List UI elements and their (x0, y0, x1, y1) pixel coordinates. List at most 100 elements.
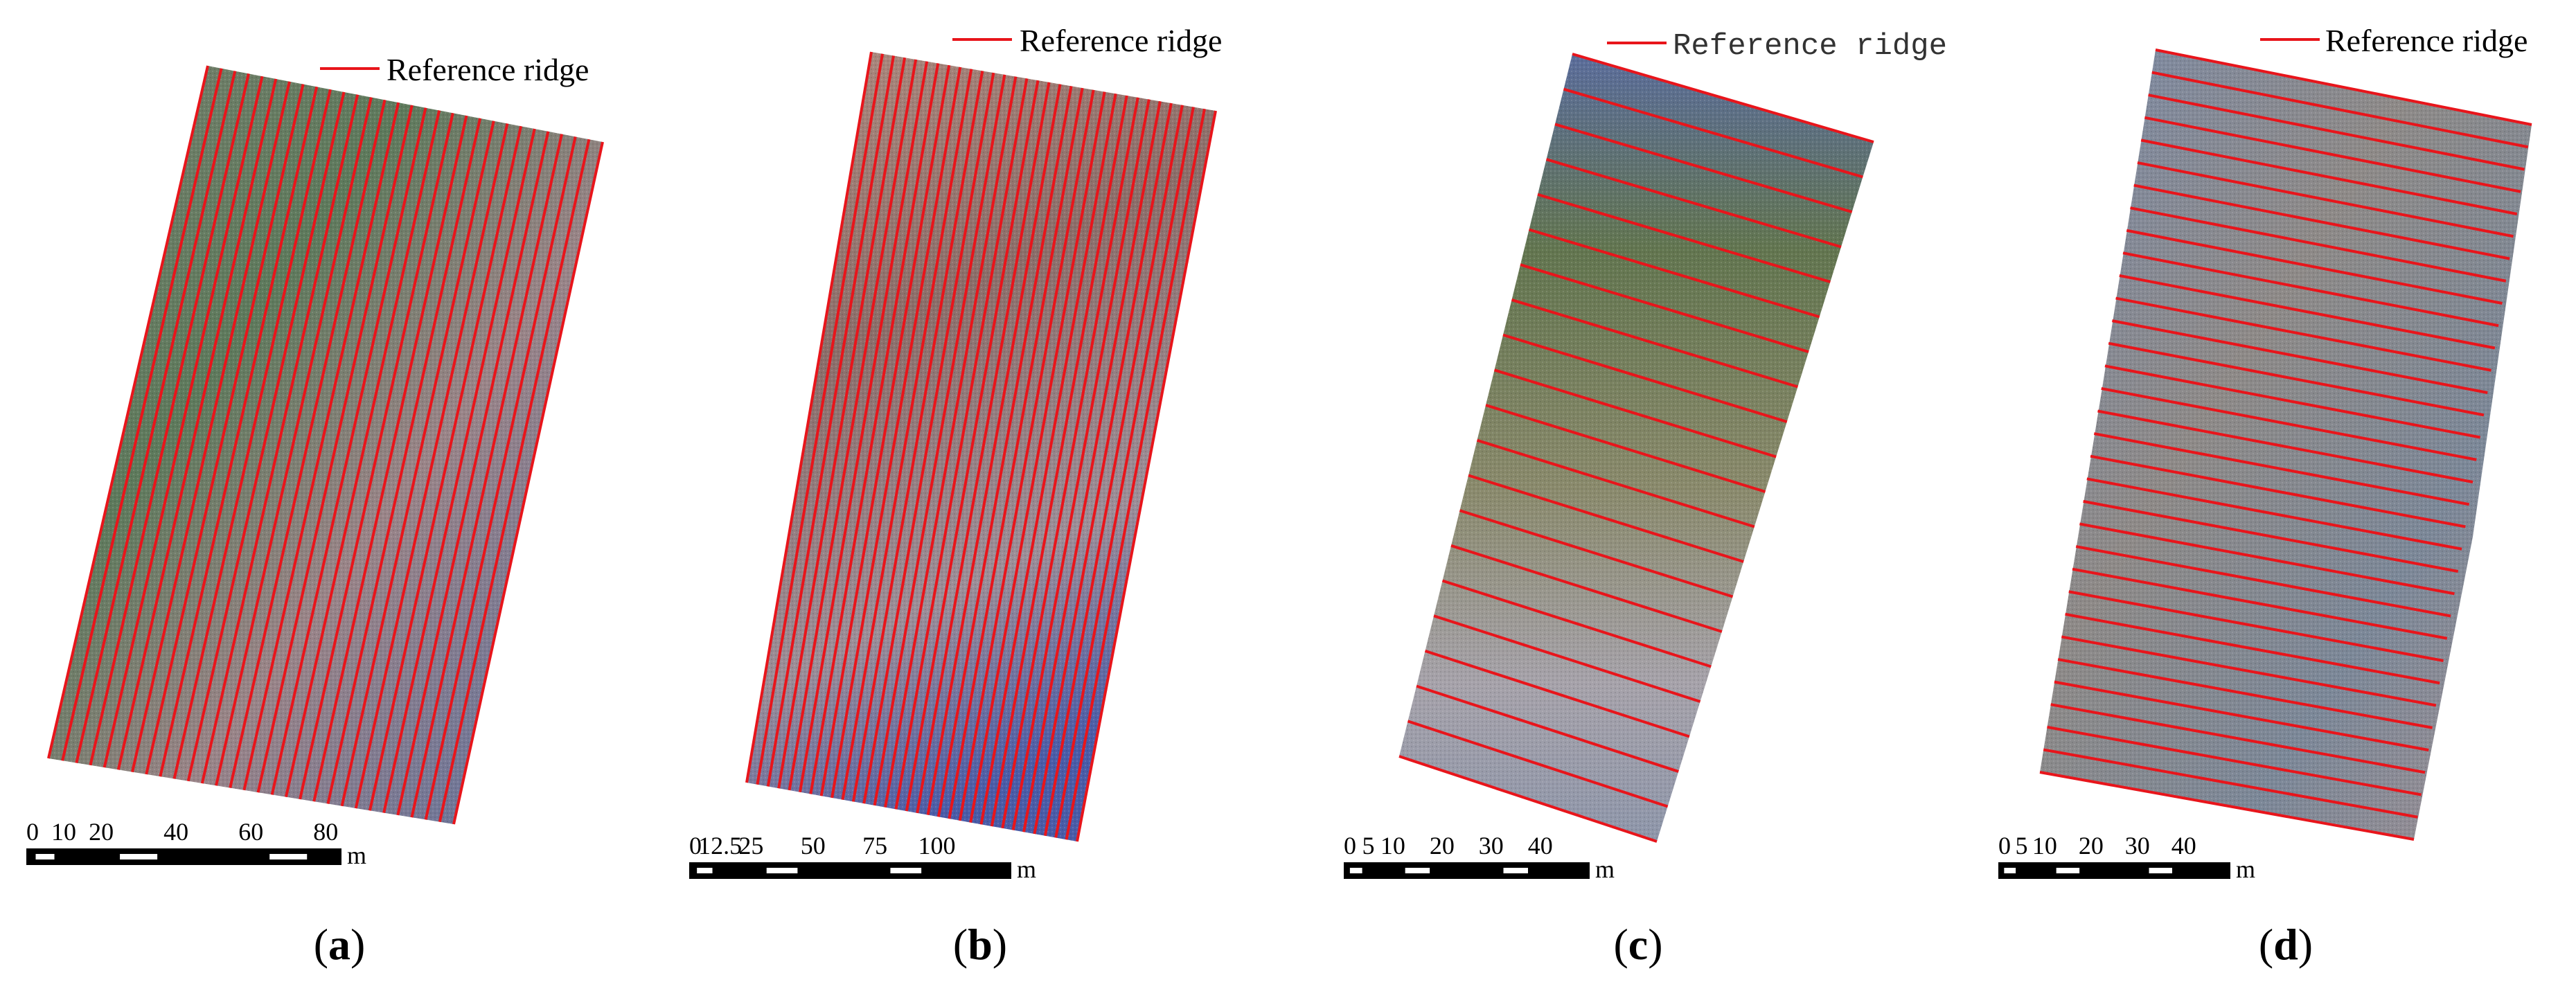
ridge-line-a (61, 68, 223, 761)
legend-label-a: Reference ridge (387, 52, 589, 87)
scale-unit-c: m (1595, 855, 1615, 883)
ridge-line-b (819, 64, 951, 796)
ridge-line-b (798, 61, 929, 793)
scale-bar-segment-c (1349, 868, 1362, 873)
ridge-line-b (936, 85, 1073, 817)
ridge-line-d (2097, 409, 2473, 483)
scale-bar-segment-a (120, 854, 158, 859)
scale-tick-label-b: 75 (862, 832, 887, 859)
ridge-line-c (1493, 368, 1777, 458)
scale-tick-label-d: 30 (2125, 832, 2150, 859)
ridge-line-c (1424, 649, 1690, 738)
ridge-line-a (396, 131, 550, 816)
ridge-line-a (186, 91, 346, 782)
panel-b: Reference ridge 012.525 50 75 100 m (b) (689, 23, 1222, 969)
ridge-line-a (299, 112, 454, 800)
ridge-line-b (969, 91, 1106, 823)
ridge-line-b (916, 82, 1051, 814)
scale-tick-label-c: 30 (1479, 832, 1504, 859)
ridge-line-a (256, 105, 414, 793)
ridge-line-a (172, 89, 332, 779)
ridge-line-d (2054, 680, 2429, 751)
ridge-line-d (2050, 703, 2426, 774)
panel-label-d: (d) (2259, 920, 2313, 969)
ridge-line-d (2057, 658, 2433, 729)
scale-bar-body-d (1998, 862, 2230, 879)
ridge-line-a (89, 73, 250, 766)
ridge-line-b (894, 78, 1029, 810)
ridge-line-d (2079, 522, 2455, 596)
scale-unit-d: m (2236, 855, 2255, 883)
ridge-line-b (830, 66, 962, 799)
legend-label-b: Reference ridge (1020, 23, 1222, 58)
ridge-line-b (948, 87, 1084, 819)
ridge-line-a (47, 65, 209, 759)
ridge-line-a (131, 81, 291, 773)
ridge-line-c (1459, 509, 1734, 598)
scale-tick-label-c: 0 (1344, 832, 1356, 859)
scale-tick-label-d: 0 (1998, 832, 2011, 859)
scale-tick-label-d: 5 (2015, 832, 2027, 859)
ridge-line-a (410, 134, 563, 818)
scale-tick-label-d: 40 (2171, 832, 2196, 859)
ridge-line-c (1537, 193, 1831, 283)
ridge-line-a (340, 121, 495, 807)
ridge-line-c (1441, 579, 1712, 668)
scale-tick-label-a: 40 (163, 818, 188, 846)
scale-tick-label-a: 10 (51, 818, 76, 846)
ridge-line-b (841, 69, 973, 801)
scale-bar-segment-a (35, 854, 55, 859)
field-texture-d (2040, 50, 2532, 839)
panel-a: Reference ridge 0 10 20 40 60 80 m (a) (26, 52, 604, 969)
scale-bar-body-b (689, 862, 1011, 879)
ridge-line-c (1502, 333, 1788, 423)
scale-bar-segment-d (2056, 868, 2080, 873)
ridge-line-d (2130, 206, 2507, 283)
ridge-line-b (1043, 105, 1184, 837)
ridge-line-c (1398, 755, 1658, 843)
ridge-line-c (1511, 298, 1799, 389)
ridge-line-a (215, 97, 373, 786)
panel-label-c: (c) (1613, 920, 1662, 969)
ridge-line-d (2104, 364, 2480, 439)
ridge-line-b (851, 71, 984, 802)
ridge-line-b (809, 63, 940, 794)
ridge-line-b (1011, 99, 1151, 830)
ridge-line-c (1554, 123, 1853, 213)
scale-tick-label-b: 12.5 (698, 832, 742, 859)
scale-tick-label-d: 20 (2079, 832, 2104, 859)
scale-tick-label-d: 10 (2032, 832, 2057, 859)
ridge-line-c (1407, 720, 1669, 808)
ridge-lines-a (47, 65, 604, 825)
legend-label-c: Reference ridge (1673, 29, 1947, 64)
ridge-line-a (116, 78, 278, 770)
ridge-line-b (745, 51, 873, 783)
ridge-line-d (2151, 71, 2529, 149)
ridge-line-b (926, 84, 1062, 815)
ridge-line-d (2086, 477, 2462, 551)
ridge-line-d (2093, 432, 2470, 506)
ridge-line-a (200, 94, 359, 784)
ridge-line-d (2090, 454, 2466, 528)
ridge-lines-d (2039, 48, 2532, 841)
ridge-line-d (2061, 635, 2437, 707)
scale-bar-segment-b (766, 868, 798, 873)
ridge-line-d (2043, 748, 2418, 819)
ridge-line-c (1468, 474, 1744, 563)
ridge-line-d (2101, 386, 2477, 461)
scale-tick-label-a: 20 (89, 818, 114, 846)
scale-unit-b: m (1017, 855, 1036, 883)
ridge-line-d (2133, 184, 2510, 260)
ridge-line-d (2108, 341, 2485, 417)
ridge-line-a (326, 118, 482, 804)
ridge-line-c (1485, 404, 1766, 493)
scale-unit-a: m (347, 841, 366, 869)
ridge-line-b (862, 72, 995, 804)
ridge-line-b (777, 57, 907, 789)
ridge-line-a (368, 125, 523, 811)
ridge-line-c (1520, 263, 1809, 353)
scale-tick-label-a: 60 (238, 818, 263, 846)
ridge-line-a (312, 115, 468, 802)
scale-bar-segment-a (269, 854, 308, 859)
